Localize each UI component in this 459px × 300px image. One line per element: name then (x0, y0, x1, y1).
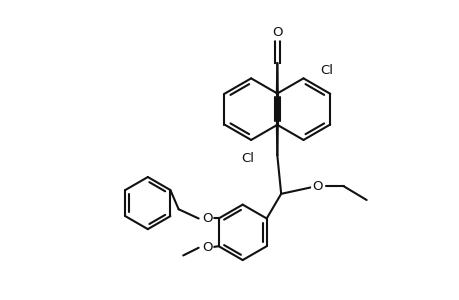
Text: O: O (271, 26, 282, 39)
Text: O: O (202, 241, 212, 254)
Text: O: O (202, 212, 212, 225)
Text: Cl: Cl (240, 152, 253, 164)
Text: Cl: Cl (320, 64, 333, 77)
Text: O: O (312, 180, 322, 193)
